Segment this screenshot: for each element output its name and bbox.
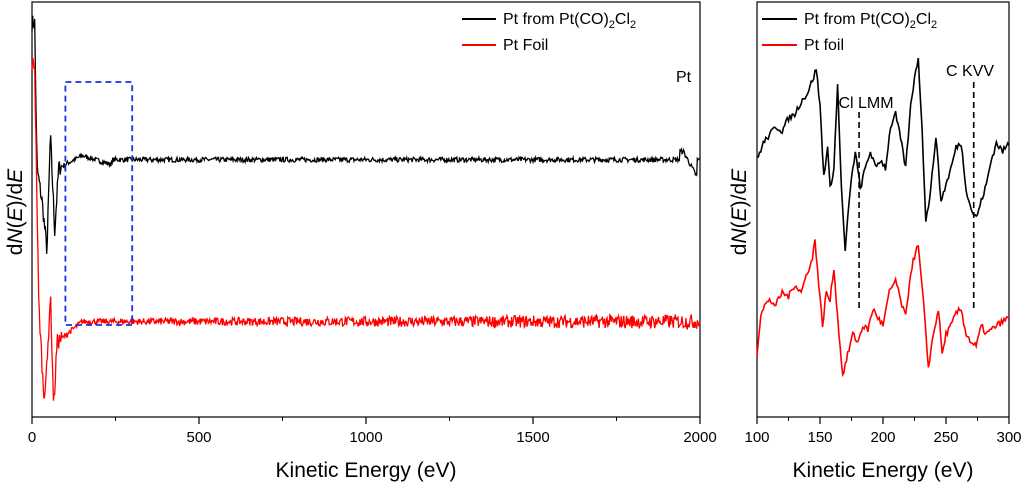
- right-annotation-lines: [858, 82, 975, 312]
- x-tick-label: 2000: [683, 429, 716, 446]
- right-series-line-black: [757, 57, 1010, 251]
- left-y-axis-title: dN(E)/dE: [4, 168, 27, 255]
- left-series-line-red: [31, 57, 701, 401]
- x-tick-label: 300: [996, 429, 1021, 446]
- left-series: [31, 15, 701, 401]
- right-legend-label-black: Pt from Pt(CO)2Cl2: [804, 11, 937, 31]
- x-tick-label: 500: [186, 429, 211, 446]
- left-series-line-black: [31, 15, 701, 254]
- x-tick-label: 250: [933, 429, 958, 446]
- right-annotation-cl-lmm: Cl LMM: [838, 95, 893, 112]
- left-highlight-box: [64, 81, 134, 326]
- left-x-ticks: 0 500 1000 1500 2000: [28, 417, 717, 446]
- right-series-line-red: [756, 239, 1010, 378]
- right-legend-label-red: Pt foil: [804, 37, 844, 54]
- right-y-axis-title: dN(E)/dE: [728, 168, 751, 255]
- left-annotation-pt: Pt: [676, 69, 692, 86]
- left-legend-label-black: Pt from Pt(CO)2Cl2: [503, 11, 636, 31]
- x-tick-label: 100: [744, 429, 769, 446]
- right-panel: 100 150 200 250 300 Pt from Pt(CO)2Cl2 Pt fo…: [728, 1, 1022, 482]
- x-tick-label: 1000: [349, 429, 382, 446]
- x-tick-label: 200: [870, 429, 895, 446]
- left-x-axis-title: Kinetic Energy (eV): [276, 459, 457, 482]
- right-x-axis-title: Kinetic Energy (eV): [793, 459, 974, 482]
- x-tick-label: 1500: [516, 429, 549, 446]
- right-series: [756, 57, 1010, 378]
- x-tick-label: 0: [28, 429, 36, 446]
- right-x-ticks: 100 150 200 250 300: [744, 417, 1022, 446]
- x-tick-label: 150: [807, 429, 832, 446]
- left-legend-label-red: Pt Foil: [503, 37, 548, 54]
- left-panel: 0 500 1000 1500 2000 Pt from Pt(CO)2Cl2 Pt F…: [4, 1, 717, 482]
- right-annotation-c-kvv: C KVV: [946, 63, 994, 80]
